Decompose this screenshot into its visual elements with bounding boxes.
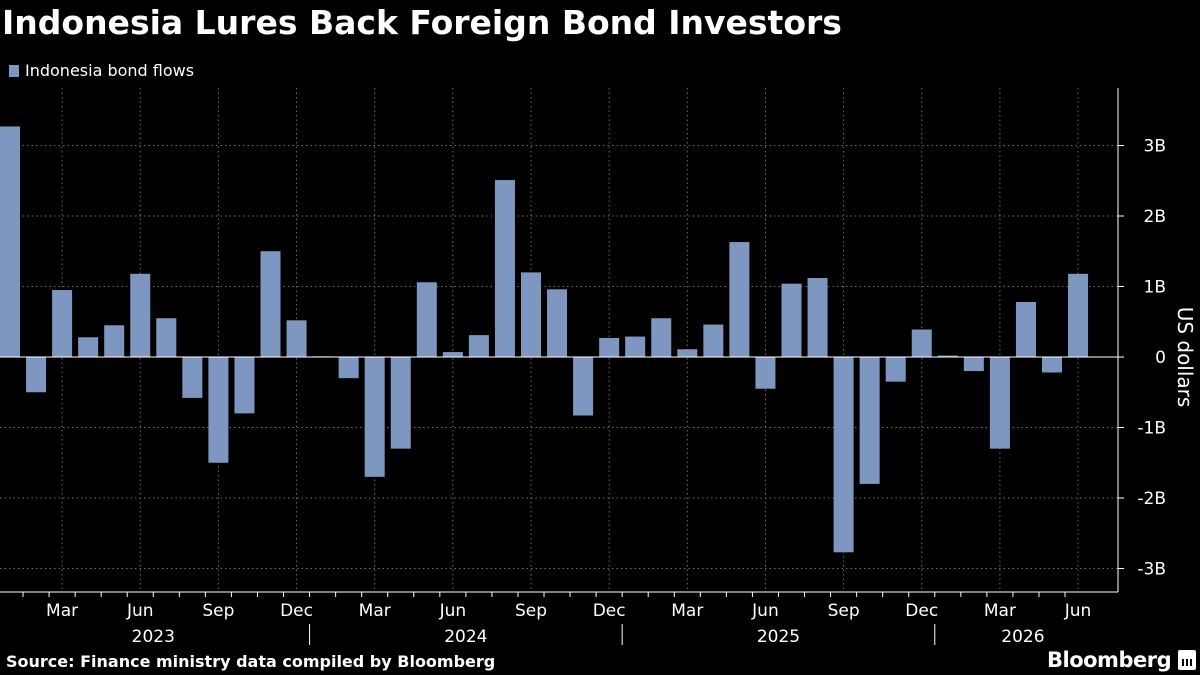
bar [885, 357, 906, 382]
x-tick-label: Mar [984, 601, 1016, 621]
bar [52, 290, 73, 357]
year-label: 2026 [1001, 627, 1044, 647]
bar [1042, 357, 1062, 373]
brand-logo: Bloomberg [1047, 648, 1172, 672]
bloomberg-terminal-icon [1178, 650, 1196, 670]
y-tick-label: 2B [1144, 207, 1166, 227]
x-tick-label: Dec [905, 601, 938, 621]
bar [416, 282, 437, 357]
y-tick-label: 0 [1155, 348, 1166, 368]
bar [989, 357, 1010, 449]
bar [729, 242, 750, 357]
bar [104, 325, 125, 357]
year-label: 2025 [757, 627, 800, 647]
bar [677, 349, 698, 357]
bar [234, 357, 255, 414]
bar [1015, 302, 1036, 357]
bar [963, 357, 984, 372]
bar [468, 335, 489, 357]
year-label: 2023 [132, 627, 175, 647]
y-axis-title: US dollars [1173, 307, 1197, 408]
bar [364, 357, 385, 477]
chart-title: Indonesia Lures Back Foreign Bond Invest… [2, 3, 842, 42]
x-tick-label: Jun [1064, 601, 1092, 621]
bar [547, 289, 568, 357]
bar [755, 357, 776, 389]
bar [781, 283, 802, 357]
x-tick-label: Mar [671, 601, 703, 621]
bar [937, 355, 958, 357]
x-tick-label: Sep [828, 601, 860, 621]
bar [78, 337, 99, 357]
source-note: Source: Finance ministry data compiled b… [6, 652, 496, 671]
bar [651, 318, 672, 357]
bar [807, 278, 828, 357]
x-tick-label: Mar [46, 601, 78, 621]
bar [156, 318, 177, 357]
bar [625, 336, 646, 357]
bar [338, 357, 359, 379]
legend-swatch [9, 64, 19, 77]
x-tick-label: Jun [751, 601, 779, 621]
bar [0, 126, 20, 357]
x-tick-label: Sep [202, 601, 234, 621]
bar [286, 320, 307, 357]
bar [390, 357, 411, 449]
y-tick-label: -3B [1137, 560, 1166, 580]
bar [1068, 273, 1089, 357]
bar [208, 357, 229, 463]
x-tick-label: Jun [439, 601, 467, 621]
y-tick-label: 1B [1144, 278, 1166, 298]
y-tick-label: -1B [1137, 419, 1166, 439]
y-tick-label: -2B [1137, 489, 1166, 509]
bar [260, 251, 281, 357]
bar [599, 337, 620, 357]
x-tick-label: Mar [359, 601, 391, 621]
x-tick-label: Dec [593, 601, 626, 621]
legend-label: Indonesia bond flows [25, 61, 195, 80]
bar [573, 357, 594, 416]
y-tick-label: 3B [1144, 137, 1166, 157]
x-tick-label: Jun [126, 601, 154, 621]
bar [182, 357, 203, 398]
bar [494, 180, 515, 357]
legend: Indonesia bond flows [9, 61, 194, 80]
bar [703, 324, 724, 357]
x-tick-label: Sep [515, 601, 547, 621]
bar [521, 272, 541, 357]
bar [859, 357, 880, 484]
bar [911, 329, 932, 357]
bar [130, 273, 151, 357]
x-tick-label: Dec [280, 601, 313, 621]
year-label: 2024 [444, 627, 487, 647]
bar [26, 357, 47, 393]
bar [442, 352, 463, 357]
bar [833, 357, 854, 553]
